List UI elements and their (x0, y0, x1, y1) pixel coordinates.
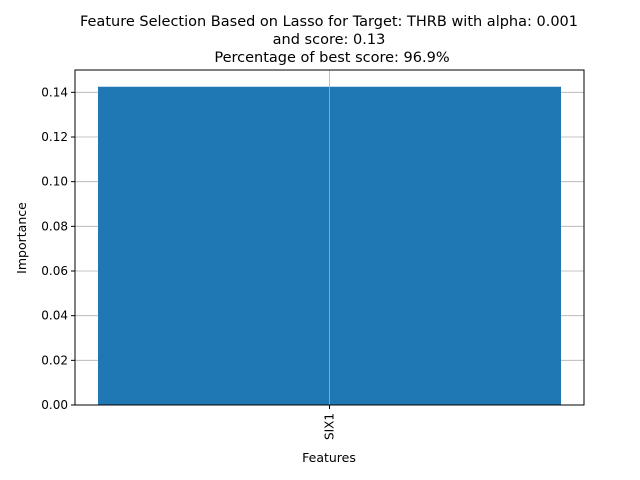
y-tick-label: 0.10 (41, 175, 68, 189)
y-tick-label: 0.12 (41, 130, 68, 144)
title-line-2: and score: 0.13 (273, 32, 386, 48)
y-tick-label: 0.04 (41, 309, 68, 323)
y-axis-label: Importance (14, 202, 29, 274)
y-tick-label: 0.08 (41, 219, 68, 233)
y-tick-label: 0.06 (41, 264, 68, 278)
title-line-3: Percentage of best score: 96.9% (214, 50, 449, 66)
y-tick-label: 0.02 (41, 353, 68, 367)
y-axis: 0.00 0.02 0.04 0.06 0.08 0.10 0.12 0.14 (41, 85, 75, 412)
title-line-1: Feature Selection Based on Lasso for Tar… (80, 14, 578, 30)
x-axis-label: Features (302, 450, 356, 465)
x-axis: SIX1 (323, 405, 337, 440)
y-tick-label: 0.14 (41, 85, 68, 99)
x-tick-label: SIX1 (323, 413, 337, 440)
y-tick-label: 0.00 (41, 398, 68, 412)
chart-title: Feature Selection Based on Lasso for Tar… (80, 14, 578, 66)
